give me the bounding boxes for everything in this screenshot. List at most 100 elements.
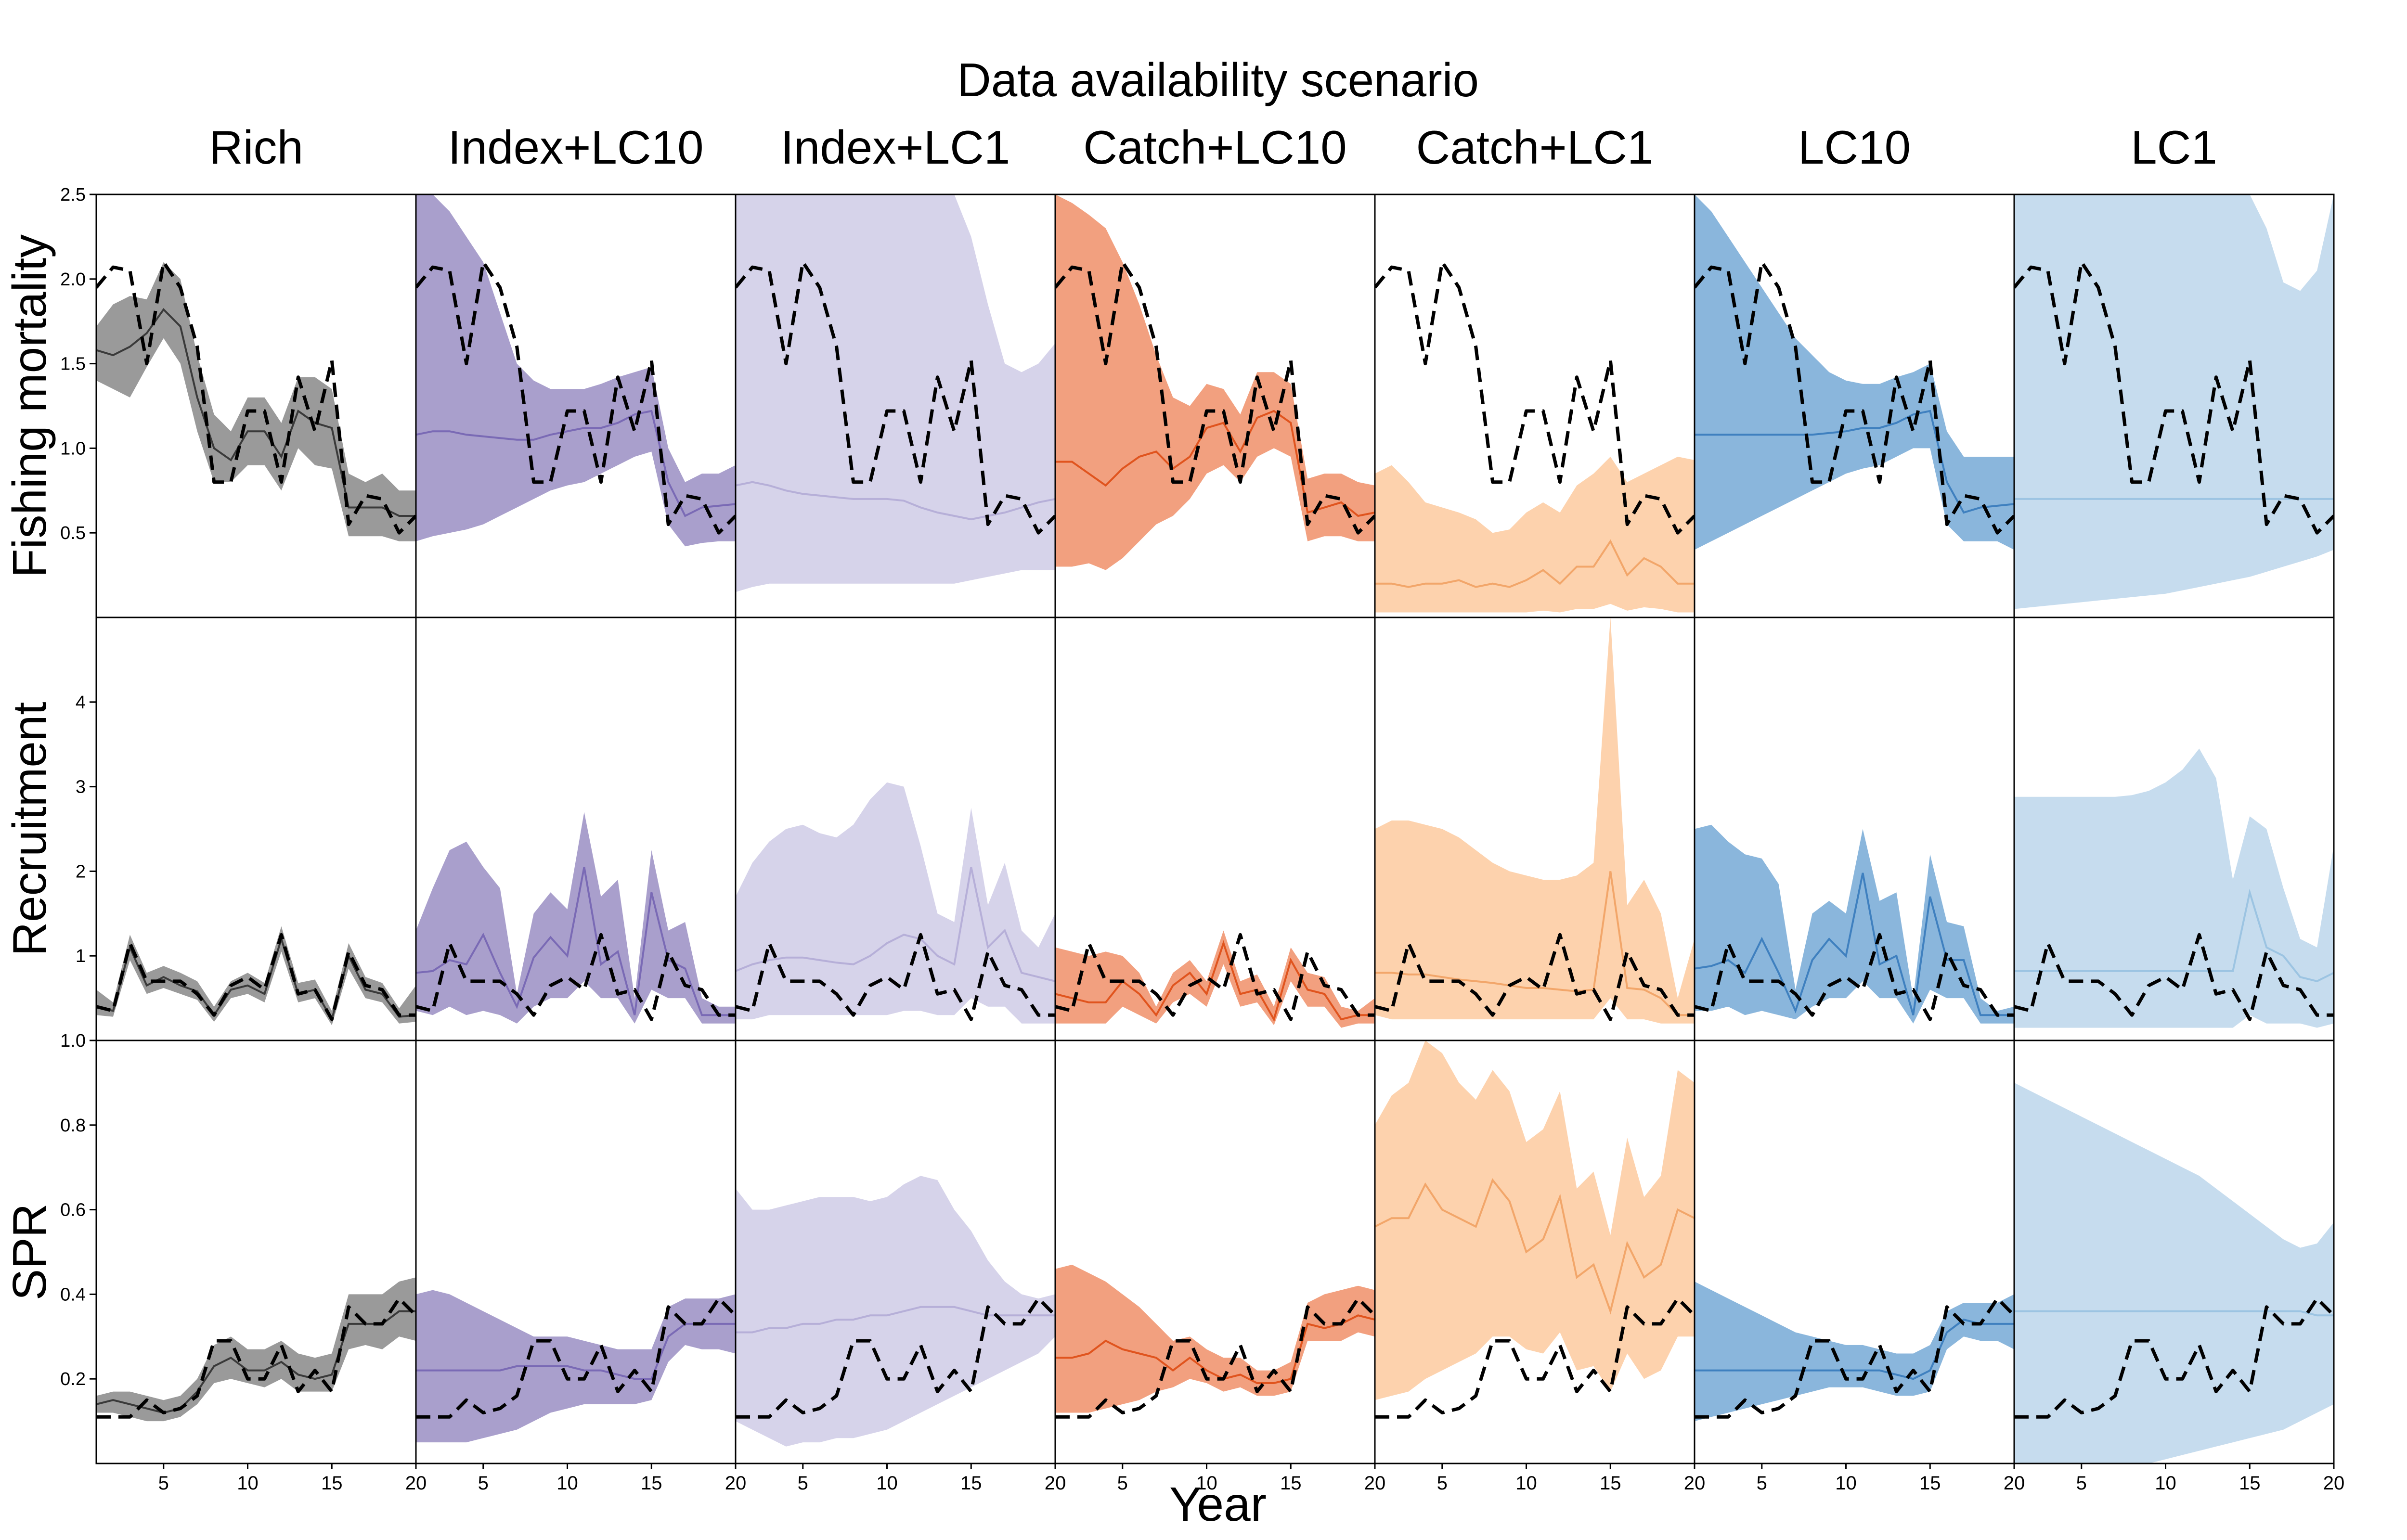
estimate-line — [736, 867, 1055, 982]
true-value-line — [736, 933, 1055, 1021]
y-tick-label: 0.8 — [60, 1116, 86, 1136]
estimate-line — [1695, 873, 2014, 1016]
estimate-line — [96, 1310, 416, 1414]
true-value-line — [1375, 1296, 1695, 1419]
scenario-title: Index+LC1 — [781, 121, 1010, 174]
panel-2-6: 5 10 15 20 — [2013, 1040, 2345, 1494]
panel-2-4: 5 10 15 20 — [1374, 1040, 1706, 1494]
x-tick-label: 10 — [876, 1473, 898, 1494]
estimate-line — [2014, 1310, 2334, 1317]
panel-1-4 — [1374, 616, 1695, 1041]
uncertainty-band — [96, 1277, 416, 1422]
estimate-line — [1055, 940, 1375, 1022]
estimate-line — [1695, 410, 2014, 514]
y-tick-label: 1.0 — [60, 438, 86, 459]
true-value-line — [2014, 260, 2334, 535]
uncertainty-band — [1055, 930, 1375, 1028]
estimate-line — [96, 936, 416, 1022]
true-value-line — [1055, 260, 1375, 535]
x-tick-label: 20 — [1045, 1473, 1066, 1494]
y-tick-label: 1.0 — [60, 1031, 86, 1051]
y-tick-label: 3 — [76, 777, 86, 797]
x-tick-label: 20 — [725, 1473, 747, 1494]
x-tick-label: 15 — [960, 1473, 982, 1494]
panel-0-3 — [1054, 193, 1376, 618]
true-value-line — [1695, 260, 2014, 535]
y-tick-label: 2.0 — [60, 270, 86, 290]
y-tick-label: 1.5 — [60, 354, 86, 374]
panel-0-2 — [735, 193, 1056, 618]
x-axis-label: Year — [1169, 1477, 1267, 1531]
panel-1-5 — [1694, 616, 2015, 1041]
uncertainty-band — [416, 812, 736, 1024]
scenario-title: Catch+LC1 — [1416, 121, 1653, 174]
uncertainty-band — [416, 194, 736, 547]
true-value-line — [736, 260, 1055, 535]
estimate-line — [416, 410, 736, 517]
true-value-line — [2014, 933, 2334, 1021]
panel-2-0: 5 10 15 20 — [95, 1040, 427, 1494]
panel-0-6 — [2013, 193, 2335, 618]
panel-2-2: 5 10 15 20 — [735, 1040, 1066, 1494]
y-tick-label: 0.6 — [60, 1200, 86, 1220]
estimate-line — [1375, 871, 1695, 1016]
estimate-line — [416, 1322, 736, 1380]
scenario-title: Catch+LC10 — [1083, 121, 1347, 174]
x-tick-label: 20 — [1364, 1473, 1386, 1494]
uncertainty-band — [1055, 194, 1375, 570]
uncertainty-band — [2014, 194, 2334, 609]
panel-2-5: 5 10 15 20 — [1694, 1040, 2025, 1494]
x-tick-label: 15 — [1280, 1473, 1302, 1494]
y-tick-label: 1 — [76, 946, 86, 966]
x-tick-label: 10 — [2155, 1473, 2176, 1494]
x-tick-label: 15 — [641, 1473, 662, 1494]
scenario-title: Index+LC10 — [448, 121, 703, 174]
scenario-title: LC10 — [1798, 121, 1911, 174]
x-tick-label: 10 — [556, 1473, 578, 1494]
uncertainty-band — [736, 194, 1055, 592]
panel-grid: Rich Index+LC10 Index+LC1 Catch+LC10 Catch+L… — [3, 121, 2344, 1494]
uncertainty-band — [1375, 617, 1695, 1024]
true-value-line — [416, 933, 736, 1021]
x-tick-label: 20 — [2004, 1473, 2025, 1494]
panel-0-4 — [1374, 193, 1695, 618]
x-tick-label: 20 — [1684, 1473, 1706, 1494]
uncertainty-band — [2014, 748, 2334, 1028]
estimate-line — [736, 1306, 1055, 1334]
x-tick-label: 5 — [798, 1473, 808, 1494]
uncertainty-band — [736, 1176, 1055, 1447]
panel-2-3: 5 10 15 20 — [1054, 1040, 1386, 1494]
true-value-line — [1055, 1296, 1375, 1419]
panel-1-6 — [2013, 616, 2335, 1041]
panel-0-1 — [415, 193, 737, 618]
true-value-line — [736, 1296, 1055, 1419]
estimate-line — [416, 867, 736, 1016]
panel-0-5 — [1694, 193, 2015, 618]
super-title: Data availability scenario — [957, 53, 1479, 106]
scenario-title: Rich — [209, 121, 303, 174]
uncertainty-band — [1695, 194, 2014, 550]
y-tick-label: 4 — [76, 693, 86, 713]
x-tick-label: 5 — [1757, 1473, 1767, 1494]
estimate-line — [1375, 539, 1695, 588]
x-tick-label: 5 — [158, 1473, 169, 1494]
uncertainty-band — [1055, 1264, 1375, 1413]
panel-2-1: 5 10 15 20 — [415, 1040, 747, 1494]
true-value-line — [96, 933, 416, 1021]
true-value-line — [2014, 1296, 2334, 1419]
true-value-line — [1695, 933, 2014, 1021]
x-tick-label: 5 — [478, 1473, 489, 1494]
uncertainty-band — [736, 782, 1055, 1024]
estimate-line — [1375, 1178, 1695, 1315]
estimate-line — [1055, 1314, 1375, 1384]
x-tick-label: 10 — [1515, 1473, 1537, 1494]
true-value-line — [96, 260, 416, 535]
row-ylabel: Recruitment — [3, 702, 56, 956]
true-value-line — [1695, 1296, 2014, 1419]
uncertainty-band — [96, 262, 416, 541]
uncertainty-band — [1695, 1282, 2014, 1422]
x-tick-label: 10 — [237, 1473, 259, 1494]
y-tick-label: 0.5 — [60, 523, 86, 543]
x-tick-label: 20 — [2323, 1473, 2345, 1494]
panel-frame — [2013, 1040, 2335, 1464]
